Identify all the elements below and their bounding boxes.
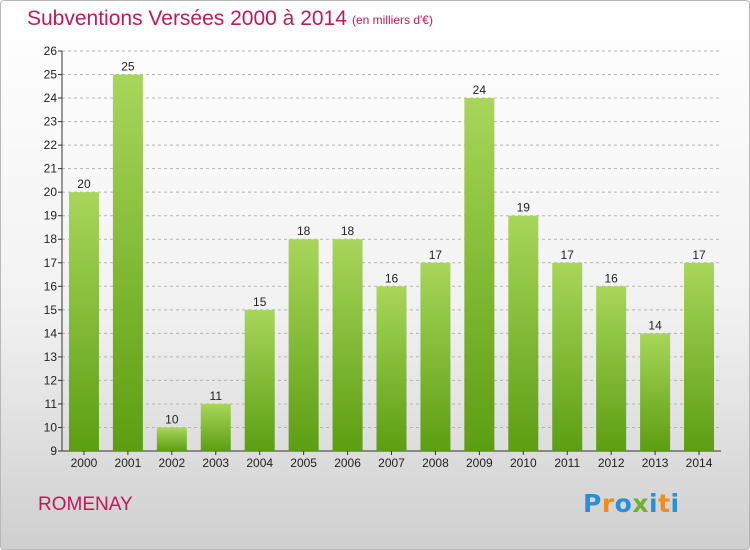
y-tick-label: 19 [44,209,58,223]
x-tick-label: 2000 [71,456,98,470]
value-label: 10 [165,412,179,426]
value-label: 16 [385,271,399,285]
y-tick-label: 26 [44,44,58,58]
bar-2003 [200,403,231,451]
value-label: 18 [297,224,311,238]
x-tick-label: 2007 [378,456,405,470]
value-label: 16 [604,271,618,285]
bar-2010 [508,215,539,451]
y-tick-label: 20 [44,185,58,199]
x-tick-label: 2009 [466,456,493,470]
bar-2009 [464,98,495,451]
y-tick-label: 9 [50,444,57,458]
bar-2008 [420,262,451,451]
logo-letter: t [658,489,671,518]
value-label: 11 [210,389,223,403]
y-tick-labels: 9 10 11 12 13 14 15 16 17 18 19 20 21 22 23 24 25 26 [44,44,58,458]
value-label: 17 [561,248,575,262]
x-tick-label: 2013 [642,456,669,470]
value-label: 18 [341,224,355,238]
bars [68,74,715,452]
bar-2000 [68,192,99,452]
x-tick-label: 2012 [598,456,625,470]
bar-2006 [332,239,363,451]
y-tick-label: 24 [44,91,58,105]
y-tick-label: 16 [44,279,58,293]
value-label: 15 [253,295,267,309]
logo-letter: r [601,489,615,518]
bar-2013 [640,333,671,451]
y-tick-label: 15 [44,303,58,317]
commune-name: ROMENAY [38,494,133,515]
logo-letter: i [649,489,659,518]
value-label: 17 [429,248,443,262]
bar-2011 [552,262,583,451]
bar-2002 [156,427,187,451]
x-tick-label: 2008 [422,456,449,470]
y-tick-label: 17 [44,256,58,270]
logo-letter: o [614,489,633,518]
value-label: 20 [77,177,91,191]
value-label: 14 [648,318,662,332]
bar-2005 [288,239,319,451]
x-tick-label: 2002 [158,456,185,470]
x-tick-label: 2004 [246,456,273,470]
x-tick-label: 2011 [554,456,580,470]
y-tick-label: 14 [44,326,58,340]
y-tick-label: 18 [44,232,58,246]
value-label: 25 [121,60,135,74]
x-tick-label: 2006 [334,456,361,470]
bar-2007 [376,286,407,451]
bar-2004 [244,309,275,451]
y-tick-label: 21 [44,162,58,176]
x-tick-label: 2003 [202,456,229,470]
value-labels: 20 25 10 11 15 18 18 16 17 24 19 17 16 14 17 [77,60,706,427]
y-tick-label: 25 [44,68,58,82]
bar-2012 [596,286,627,451]
y-tick-label: 12 [44,373,58,387]
bar-2014 [684,262,715,451]
y-tick-label: 22 [44,138,58,152]
bar-2001 [112,74,143,451]
x-tick-labels: 2000 2001 2002 2003 2004 2005 2006 2007 2008 2009… [71,456,713,470]
x-tick-label: 2005 [290,456,317,470]
y-tick-label: 10 [44,420,58,434]
value-label: 19 [517,201,531,215]
grid-lines [62,50,721,428]
x-tick-label: 2010 [510,456,537,470]
proxiti-logo[interactable]: Proxiti [583,489,680,518]
y-tick-label: 13 [44,350,58,364]
chart-title: Subventions Versées 2000 à 2014 [27,7,347,30]
y-tick-label: 11 [45,397,58,411]
value-label: 17 [692,248,706,262]
logo-letter: x [632,489,649,518]
logo-letter: P [583,489,602,518]
y-tick-label: 23 [44,115,58,129]
x-tick-label: 2014 [686,456,713,470]
value-label: 24 [473,83,487,97]
x-tick-label: 2001 [115,456,142,470]
chart-subtitle: (en milliers d'€) [352,13,433,27]
logo-letter: i [670,489,680,518]
